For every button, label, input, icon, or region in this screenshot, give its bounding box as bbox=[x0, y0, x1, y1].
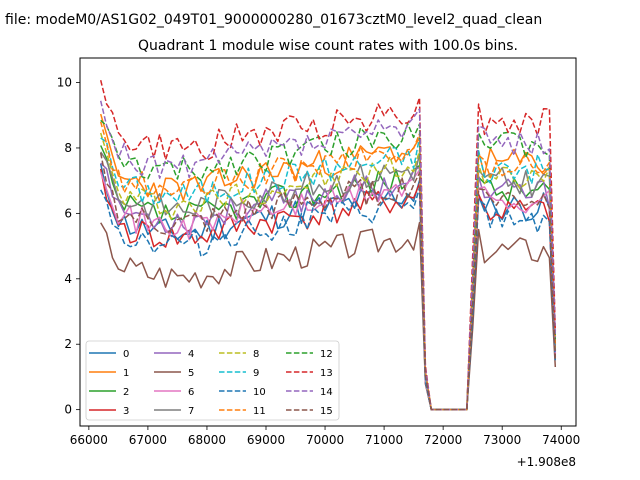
legend-label-13: 13 bbox=[320, 368, 333, 379]
legend-label-11: 11 bbox=[253, 406, 266, 417]
legend-label-15: 15 bbox=[320, 406, 333, 417]
y-tick-label: 0 bbox=[64, 403, 72, 417]
series-line-15 bbox=[99, 152, 557, 411]
y-tick-label: 4 bbox=[64, 272, 72, 286]
y-tick-label: 2 bbox=[64, 337, 72, 351]
series-layer bbox=[99, 80, 557, 411]
y-tick-label: 6 bbox=[64, 206, 72, 220]
chart-title: Quadrant 1 module wise count rates with … bbox=[138, 38, 518, 54]
x-axis: 66000 67000 68000 69000 70000 71000 72000 73000… bbox=[70, 426, 580, 447]
x-tick-label: 70000 bbox=[306, 433, 344, 447]
x-tick-label: 73000 bbox=[483, 433, 521, 447]
legend-label-10: 10 bbox=[253, 387, 266, 398]
y-axis: 0 2 4 6 8 10 bbox=[57, 76, 80, 417]
x-tick-label: 72000 bbox=[424, 433, 462, 447]
series-line-7 bbox=[100, 151, 557, 411]
series-line-10 bbox=[100, 187, 557, 411]
legend-label-2: 2 bbox=[123, 387, 129, 398]
x-tick-label: 71000 bbox=[365, 433, 403, 447]
y-tick-label: 8 bbox=[64, 141, 72, 155]
legend-label-4: 4 bbox=[188, 349, 194, 360]
legend-label-3: 3 bbox=[123, 406, 129, 417]
legend-label-12: 12 bbox=[320, 349, 333, 360]
y-tick-label: 10 bbox=[57, 76, 72, 90]
x-tick-label: 68000 bbox=[188, 433, 226, 447]
legend-label-14: 14 bbox=[320, 387, 333, 398]
series-line-14 bbox=[99, 100, 557, 411]
legend-label-1: 1 bbox=[123, 368, 129, 379]
x-offset-label: +1.908e8 bbox=[517, 455, 576, 469]
series-line-12 bbox=[100, 119, 557, 411]
suptitle: file: modeM0/AS1G02_049T01_9000000280_01… bbox=[5, 12, 542, 28]
legend-label-6: 6 bbox=[188, 387, 194, 398]
x-tick-label: 69000 bbox=[247, 433, 285, 447]
legend-label-9: 9 bbox=[253, 368, 259, 379]
legend-label-8: 8 bbox=[253, 349, 259, 360]
series-line-0 bbox=[99, 163, 557, 411]
x-tick-label: 74000 bbox=[542, 433, 580, 447]
legend-box bbox=[85, 340, 340, 421]
series-line-5 bbox=[100, 221, 557, 411]
x-tick-label: 67000 bbox=[129, 433, 167, 447]
series-line-6 bbox=[99, 169, 557, 411]
plot-area-frame bbox=[79, 57, 577, 427]
x-tick-label: 66000 bbox=[70, 433, 108, 447]
series-line-11 bbox=[99, 121, 557, 411]
series-line-9 bbox=[100, 136, 557, 411]
series-line-13 bbox=[99, 80, 557, 411]
legend-label-5: 5 bbox=[188, 368, 194, 379]
legend-label-0: 0 bbox=[123, 349, 129, 360]
series-line-8 bbox=[99, 132, 557, 411]
series-line-3 bbox=[99, 168, 557, 411]
legend-label-7: 7 bbox=[188, 406, 194, 417]
